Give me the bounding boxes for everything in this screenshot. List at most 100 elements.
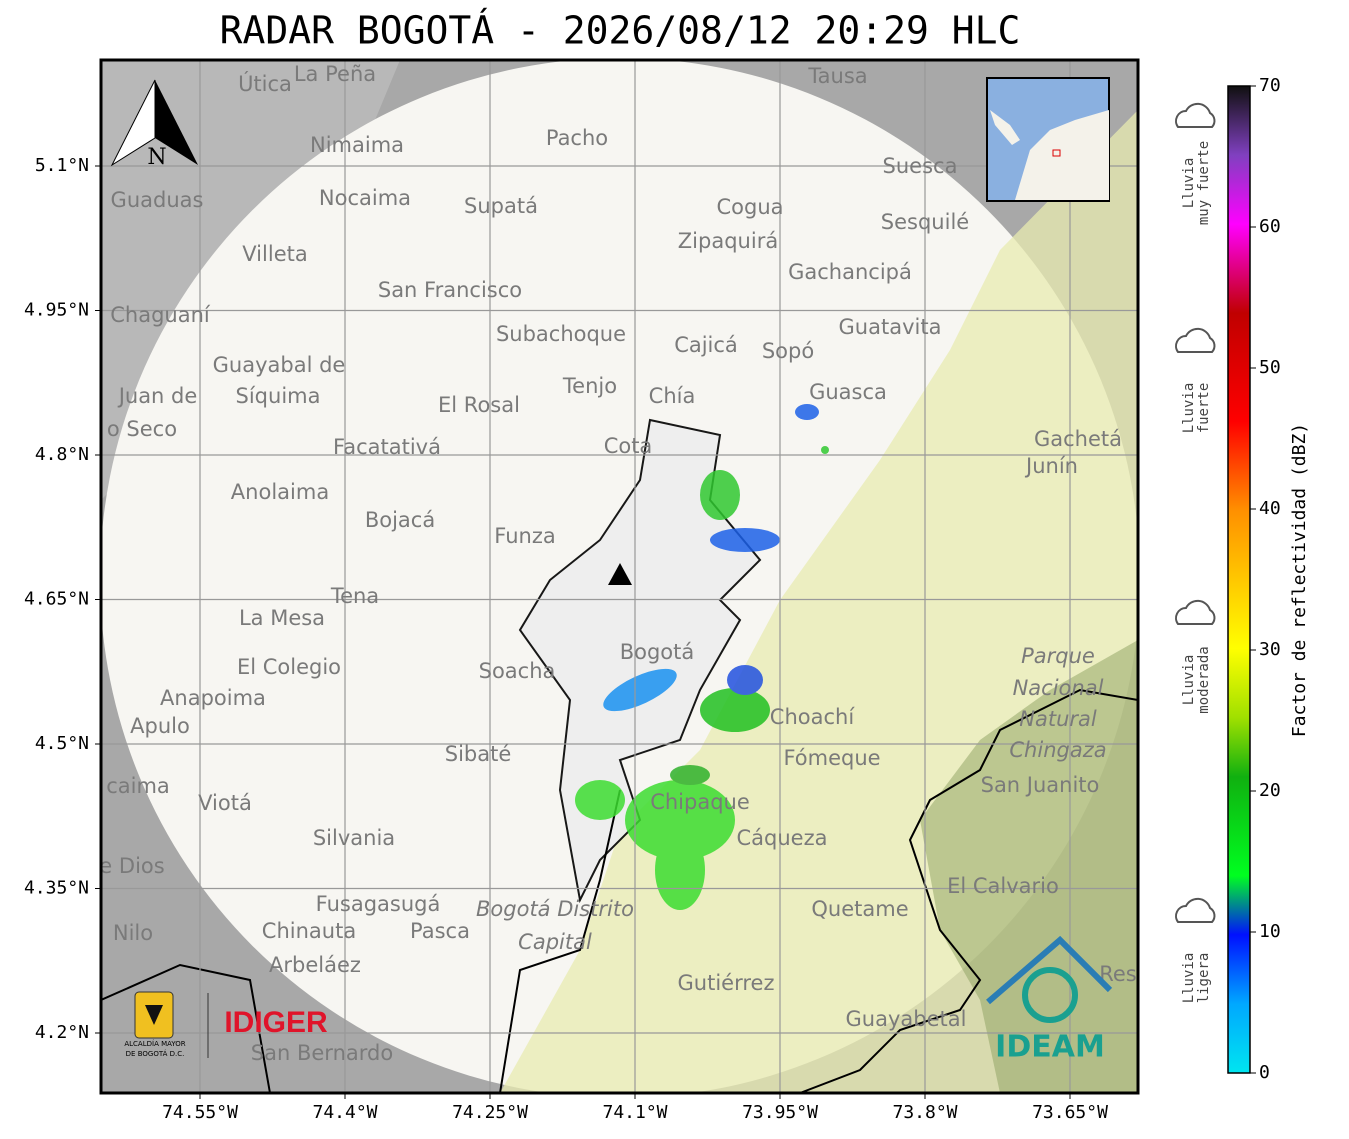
place-name: Arbeláez (269, 953, 361, 977)
place-name: Supatá (464, 194, 538, 218)
place-name: Guayabetal (846, 1007, 967, 1031)
rain-label: Lluvia (1181, 383, 1197, 434)
place-name: Síquima (236, 384, 321, 408)
place-name: Funza (494, 524, 555, 548)
place-name: Nilo (113, 921, 153, 945)
place-name: Pacho (546, 126, 608, 150)
logo-text: DE BOGOTÁ D.C. (126, 1049, 185, 1058)
lon-label: 74.1°W (602, 1102, 667, 1123)
place-name: El Rosal (438, 393, 520, 417)
place-name: Chaguaní (110, 303, 211, 327)
place-name: Tenjo (562, 374, 617, 398)
colorbar-tick-label: 40 (1259, 498, 1281, 519)
place-name: Subachoque (496, 322, 626, 346)
lon-label: 74.55°W (162, 1102, 238, 1123)
place-name: Fómeque (783, 746, 880, 770)
lat-label: 4.65°N (24, 589, 89, 610)
place-name: Anolaima (231, 480, 329, 504)
place-name: caima (106, 774, 170, 798)
alcaldia-logo: ALCALDÍA MAYOR DE BOGOTÁ D.C. IDIGER (124, 991, 328, 1058)
place-name: o Seco (107, 417, 177, 441)
lat-label: 4.95°N (24, 300, 89, 321)
place-name: Silvania (313, 826, 395, 850)
lon-label: 74.4°W (312, 1102, 377, 1123)
place-name: Capital (518, 930, 592, 954)
place-name: Junín (1024, 454, 1078, 478)
place-name: e Dios (99, 854, 164, 878)
place-name: Apulo (130, 714, 190, 738)
radar-site (608, 563, 632, 585)
place-name: Chinauta (262, 919, 356, 943)
colorbar-tick-label: 60 (1259, 216, 1281, 237)
place-name: Cajicá (674, 333, 738, 357)
colorbar-tick-label: 0 (1259, 1062, 1270, 1083)
place-name: Cogua (716, 195, 783, 219)
place-name: Cota (604, 434, 653, 458)
lat-label: 4.35°N (24, 878, 89, 899)
place-name: Tena (330, 584, 379, 608)
ideam-logo: IDEAM (986, 935, 1113, 1065)
colorbar-tick-label: 20 (1259, 780, 1281, 801)
place-name: Tausa (807, 64, 867, 88)
rain-icon: Lluvia muy fuerte (1175, 102, 1216, 225)
colorbar-tick-label: 30 (1259, 639, 1281, 660)
lon-label: 74.25°W (452, 1102, 528, 1123)
colorbar-label: Factor de reflectividad (dBZ) (1289, 423, 1310, 737)
place-name: Útica (238, 71, 292, 96)
place-name: San Juanito (981, 773, 1100, 797)
place-name: Nacional (1013, 676, 1104, 700)
lon-label: 73.95°W (742, 1102, 818, 1123)
rain-label: Lluvia (1181, 953, 1197, 1004)
place-name: Chingaza (1009, 738, 1106, 762)
rain-icon: Lluvia fuerte (1175, 327, 1216, 434)
place-name: Nocaima (319, 186, 411, 210)
inset-land (990, 110, 1109, 200)
cloud (1175, 327, 1216, 353)
place-name: Parque (1021, 644, 1095, 668)
place-name: El Colegio (237, 655, 341, 679)
place-name: El Calvario (947, 874, 1059, 898)
place-name: Guayabal de (213, 353, 346, 377)
place-name: Villeta (242, 242, 307, 266)
place-name: Choachí (770, 705, 856, 729)
place-name: Fusagasugá (316, 892, 441, 916)
place-name: Anapoima (160, 686, 266, 710)
rain-icon: Lluvia ligera (1175, 897, 1216, 1004)
place-name: Gachancipá (788, 260, 912, 284)
place-name: Sesquilé (881, 210, 969, 234)
place-name: La Peña (294, 62, 376, 86)
rain-label: Lluvia (1181, 655, 1197, 706)
place-name: Facatativá (333, 435, 441, 459)
inset-marker (1052, 149, 1061, 157)
place-name: Bojacá (365, 508, 435, 532)
place-name: Guaduas (111, 188, 204, 212)
colorbar-tick-label: 10 (1259, 921, 1281, 942)
place-name: Chía (649, 384, 696, 408)
rain-label: fuerte (1196, 383, 1212, 434)
radar-echoes (575, 404, 829, 910)
idiger-logo: IDIGER (224, 1006, 328, 1039)
lon-label: 73.65°W (1032, 1102, 1108, 1123)
cloud (1175, 897, 1216, 923)
lat-label: 4.8°N (35, 444, 89, 465)
lon-label: 73.8°W (892, 1102, 957, 1123)
map-frame (99, 58, 1140, 1095)
lat-label: 5.1°N (35, 155, 89, 176)
title: RADAR BOGOTÁ - 2026/08/12 20:29 HLC (220, 9, 1021, 53)
place-name: Bogotá Distrito (476, 897, 634, 921)
rain-label: ligera (1196, 953, 1212, 1004)
place-name: Gachetá (1034, 427, 1122, 451)
place-name: Soacha (479, 659, 556, 683)
rain-label: Lluvia (1181, 158, 1197, 209)
terrain-east (920, 640, 1138, 1093)
rain-icon: Lluvia moderada (1175, 599, 1216, 714)
place-name: La Mesa (239, 606, 325, 630)
north-arrow: N (110, 79, 198, 170)
place-name: Zipaquirá (678, 229, 778, 253)
place-name: Juan de (117, 384, 198, 408)
place-name: San Bernardo (251, 1041, 393, 1065)
colorbar-tick-label: 50 (1259, 357, 1281, 378)
rain-label: muy fuerte (1196, 141, 1212, 225)
place-name: Natural (1019, 707, 1097, 731)
